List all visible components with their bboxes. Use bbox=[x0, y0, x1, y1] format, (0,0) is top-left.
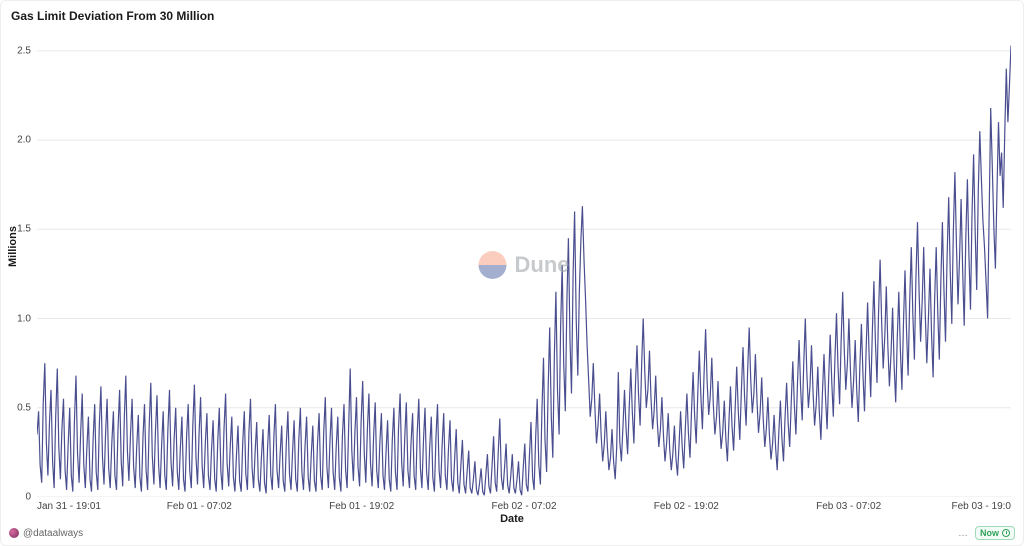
now-badge-label: Now bbox=[980, 528, 999, 538]
clock-icon bbox=[1002, 529, 1010, 537]
y-tick-label: 1.0 bbox=[17, 313, 37, 324]
chart-card: Gas Limit Deviation From 30 Million Mill… bbox=[0, 0, 1024, 546]
card-footer: @dataalways … Now bbox=[9, 525, 1015, 541]
x-axis-label: Date bbox=[500, 513, 524, 525]
x-tick-label: Feb 02 - 07:02 bbox=[491, 497, 556, 512]
author-avatar-icon bbox=[9, 528, 19, 538]
x-tick-label: Feb 03 - 07:02 bbox=[816, 497, 881, 512]
plot-area: Dune 00.51.01.52.02.5Jan 31 - 19:01Feb 0… bbox=[37, 33, 1011, 497]
y-tick-label: 2.5 bbox=[17, 45, 37, 56]
x-tick-label: Feb 01 - 07:02 bbox=[167, 497, 232, 512]
y-tick-label: 0.5 bbox=[17, 402, 37, 413]
chart-title: Gas Limit Deviation From 30 Million bbox=[11, 9, 214, 23]
series-gas_limit_deviation bbox=[37, 46, 1011, 496]
y-tick-label: 0 bbox=[25, 492, 37, 503]
refresh-now-badge[interactable]: Now bbox=[975, 526, 1015, 540]
x-tick-label: Feb 01 - 19:02 bbox=[329, 497, 394, 512]
x-tick-label: Jan 31 - 19:01 bbox=[37, 497, 101, 512]
x-tick-label: Feb 02 - 19:02 bbox=[654, 497, 719, 512]
y-tick-label: 1.5 bbox=[17, 224, 37, 235]
chart-svg bbox=[37, 33, 1011, 497]
author-handle[interactable]: @dataalways bbox=[23, 528, 83, 539]
x-tick-label: Feb 03 - 19:0 bbox=[952, 497, 1011, 512]
more-menu-button[interactable]: … bbox=[958, 528, 969, 539]
y-tick-label: 2.0 bbox=[17, 135, 37, 146]
